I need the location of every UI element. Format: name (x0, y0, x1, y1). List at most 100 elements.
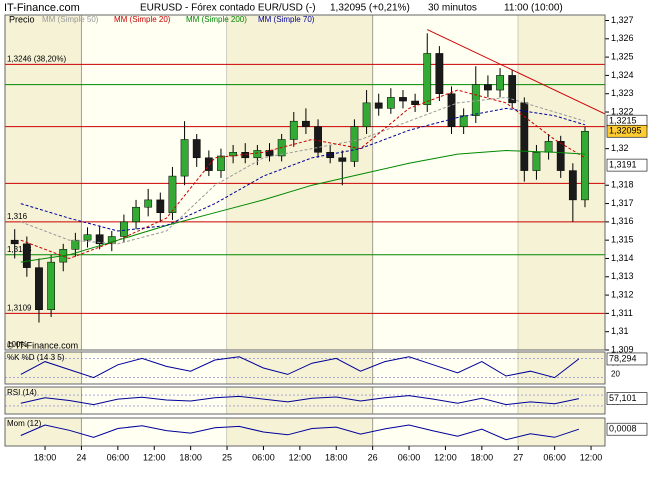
moving-average (20, 107, 586, 232)
indicator-last-label: 78,294 (609, 353, 637, 363)
candle-body (217, 155, 225, 171)
y-tick-label: 1,317 (611, 198, 634, 208)
candle-body (180, 139, 189, 177)
x-tick-label: 25 (222, 452, 232, 462)
candle-body (10, 239, 19, 245)
price-marker-label: 1,3215 (609, 116, 637, 126)
indicator-name: Mom (12) (7, 419, 42, 428)
candle-body (144, 199, 153, 208)
day-shade (227, 15, 373, 350)
day-shade (5, 352, 82, 384)
candle-body (350, 126, 359, 162)
candle-body (338, 157, 347, 162)
level-label: 100% (7, 340, 27, 349)
price-marker-label: 1,32095 (609, 126, 642, 136)
y-tick-label: 1,309 (611, 344, 634, 354)
y-tick-label: 1,318 (611, 180, 634, 190)
y-tick-label: 1,316 (611, 216, 634, 226)
indicator-last-box (606, 422, 648, 436)
price-marker (606, 124, 648, 138)
x-tick-label: 12:00 (289, 452, 312, 462)
moving-average (20, 149, 586, 263)
indicator-last-box (606, 352, 648, 366)
price-marker-label: 1,3191 (609, 159, 637, 169)
moving-average (20, 89, 586, 260)
candle-body (168, 175, 177, 213)
candle-body (265, 150, 274, 157)
candle-body (374, 102, 383, 109)
legend-entry: MM (Simple 70) (258, 15, 315, 24)
candle-body (192, 139, 201, 159)
indicator-last-box (606, 392, 648, 405)
y-tick-label: 1,315 (611, 235, 634, 245)
y-tick-label: 1,312 (611, 289, 634, 299)
candle-body (484, 84, 492, 91)
candle-body (302, 120, 310, 127)
candle-body (423, 53, 432, 105)
candle-body (532, 152, 541, 171)
candle-body (120, 221, 128, 237)
indicator-name: RSI (14) (7, 388, 37, 397)
y-tick-label: 1,323 (611, 88, 634, 98)
y-tick-label: 1,311 (611, 308, 633, 318)
day-shade (5, 418, 82, 446)
interval: 30 minutos (428, 3, 477, 14)
candle-body (447, 93, 456, 127)
x-tick-label: 06:00 (107, 452, 130, 462)
y-tick-label: 1,31 (611, 326, 629, 336)
panel-border (4, 14, 606, 351)
site-name: IT-Finance.com (4, 2, 80, 14)
candle-body (399, 97, 407, 102)
trendline (426, 29, 606, 115)
x-tick-label: 26 (368, 452, 378, 462)
day-shade (518, 352, 605, 384)
x-tick-label: 12:00 (434, 452, 457, 462)
y-tick-label: 1,327 (611, 15, 634, 25)
panel-border (4, 386, 606, 415)
legend-entry: MM (Simple 20) (114, 15, 171, 24)
candle-body (520, 102, 529, 171)
panel-border (4, 351, 606, 385)
candle-body (83, 234, 92, 241)
legend-price: Precio (9, 14, 35, 24)
x-tick-label: 27 (513, 452, 523, 462)
day-shade (5, 15, 82, 350)
x-tick-label: 24 (76, 452, 86, 462)
indicator-line (20, 424, 580, 441)
indicator-name: %K %D (14 3 5) (7, 353, 65, 362)
day-shade (518, 387, 605, 414)
x-tick-label: 18:00 (471, 452, 494, 462)
moving-average (20, 96, 586, 245)
time: 11:00 (10:00) (504, 3, 563, 14)
candle-body (71, 239, 80, 250)
legend-entry: MM (Simple 200) (186, 15, 247, 24)
x-tick-label: 06:00 (543, 452, 566, 462)
candle-body (107, 236, 116, 245)
indicator-last-label: 57,101 (609, 393, 637, 403)
x-tick-label: 06:00 (252, 452, 275, 462)
candle-body (508, 75, 517, 104)
indicator-line (20, 395, 580, 406)
candle-body (544, 141, 553, 153)
level-label: 1,3143 (7, 245, 32, 254)
candle-body (95, 234, 104, 245)
candle-body (386, 97, 395, 109)
y-tick-label: 1,324 (611, 70, 634, 80)
x-tick-label: 18:00 (325, 452, 348, 462)
candle-body (47, 261, 55, 310)
indicator-last-label: 0,0008 (609, 424, 637, 434)
y-tick-label: 1,314 (611, 253, 634, 263)
watermark: © IT-Finance.com (7, 340, 78, 350)
candle-body (289, 120, 298, 140)
candle-body (132, 206, 140, 223)
candle-body (556, 141, 565, 171)
y-tick-label: 1,325 (611, 51, 634, 61)
y-tick-label: 1,326 (611, 33, 634, 43)
panel-border (4, 417, 606, 447)
x-tick-label: 12:00 (580, 452, 603, 462)
indicator-line (20, 356, 580, 379)
x-tick-label: 06:00 (398, 452, 421, 462)
last-price: 1,32095 (+0,21%) (330, 3, 410, 14)
candle-body (568, 170, 577, 201)
candle-body (362, 102, 371, 127)
